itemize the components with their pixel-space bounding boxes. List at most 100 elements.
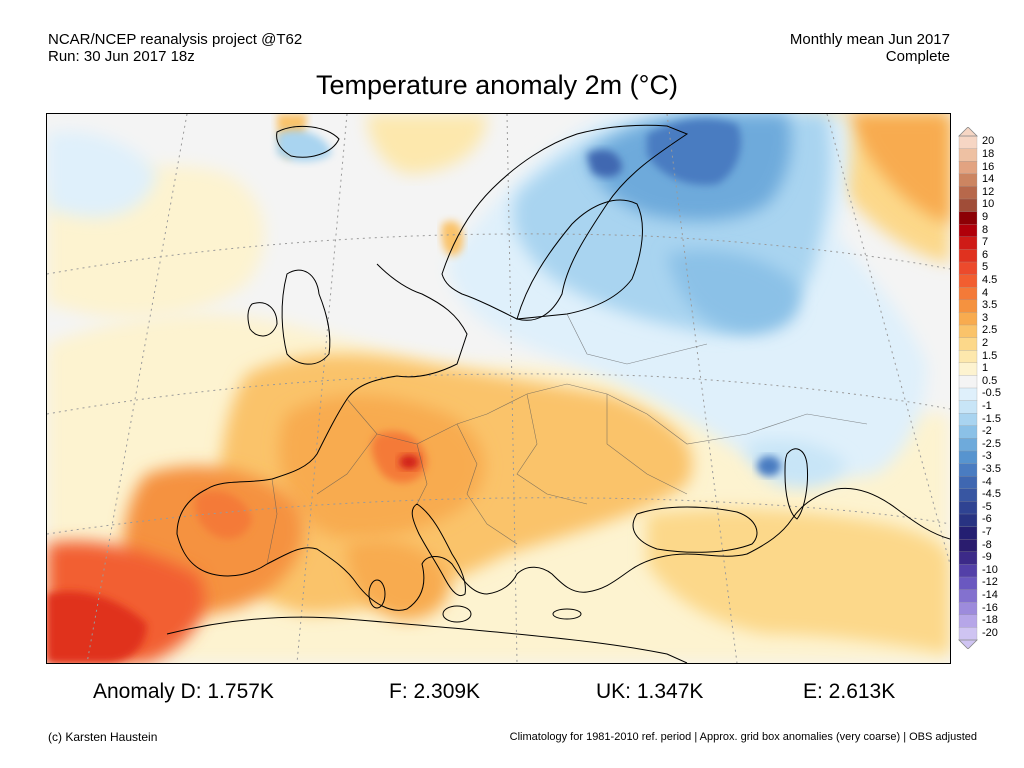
- color-scale-bar: [958, 127, 978, 649]
- anomaly-uk-value: UK: 1.347K: [596, 680, 704, 703]
- color-scale-swatch: [958, 476, 978, 490]
- color-scale-tick-label: -16: [982, 601, 998, 614]
- color-scale-swatch: [958, 362, 978, 376]
- color-scale-swatch: [958, 261, 978, 276]
- color-scale-tick-label: -4: [982, 475, 992, 488]
- color-scale-tick-label: -12: [982, 576, 998, 589]
- color-scale-swatch: [958, 198, 978, 213]
- color-scale-swatch: [958, 375, 978, 389]
- color-scale-swatch: [958, 350, 978, 364]
- color-scale-swatch: [958, 576, 978, 591]
- color-scale-swatch: [958, 186, 978, 200]
- anomaly-field: [47, 114, 950, 663]
- color-scale-swatch: [958, 324, 978, 339]
- color-scale-tick-label: 3.5: [982, 299, 998, 312]
- color-scale-tick-label: -2.5: [982, 437, 1001, 450]
- color-scale-swatch: [958, 236, 978, 250]
- color-scale-tick-label: 1.5: [982, 349, 998, 362]
- color-scale-tick-label: -0.5: [982, 387, 1001, 400]
- color-scale-swatch: [958, 148, 978, 162]
- header-right: Monthly mean Jun 2017 Complete: [790, 31, 950, 65]
- color-scale-swatch: [958, 438, 978, 452]
- color-scale-swatch: [958, 161, 978, 175]
- color-scale-tick-label: 18: [982, 147, 995, 160]
- color-scale-tick-label: 1: [982, 362, 989, 375]
- color-scale-swatch: [958, 614, 978, 628]
- color-scale-tick-label: -6: [982, 513, 992, 526]
- color-scale-tick-label: 2: [982, 336, 989, 349]
- color-scale-swatch: [958, 488, 978, 502]
- anomaly-d-value: Anomaly D: 1.757K: [93, 680, 274, 703]
- color-scale-tick-label: 20: [982, 135, 995, 148]
- color-scale-swatch: [958, 463, 978, 477]
- color-scale-swatch: [958, 173, 978, 187]
- color-scale-tick-label: 9: [982, 210, 989, 223]
- color-scale-tick-label: -5: [982, 500, 992, 513]
- color-scale-tick-label: -1.5: [982, 412, 1001, 425]
- anomaly-f-value: F: 2.309K: [389, 680, 481, 703]
- period-info: Monthly mean Jun 2017: [789, 31, 950, 48]
- color-scale-tick-label: 4.5: [982, 273, 998, 286]
- color-scale-swatch: [958, 627, 978, 641]
- color-scale-swatch: [958, 564, 978, 578]
- run-info: Run: 30 Jun 2017 18z: [48, 48, 195, 65]
- color-scale-swatch: [958, 425, 978, 439]
- color-scale-tick-label: -20: [982, 626, 998, 639]
- color-scale-swatch: [958, 135, 978, 150]
- color-scale-swatch: [958, 249, 978, 263]
- color-scale-tick-label: -1: [982, 399, 992, 412]
- color-scale-tick-label: 7: [982, 236, 989, 249]
- color-scale-swatch: [958, 450, 978, 465]
- color-scale-swatch: [958, 274, 978, 288]
- graticule: [47, 114, 950, 663]
- coastlines: [166, 124, 950, 663]
- color-scale-tick-label: -7: [982, 525, 992, 538]
- color-scale-swatch: [958, 337, 978, 351]
- copyright-text: (c) Karsten Haustein: [48, 730, 158, 744]
- anomaly-e-value: E: 2.613K: [803, 680, 896, 703]
- color-scale-swatch: [958, 400, 978, 414]
- status-info: Complete: [885, 48, 950, 65]
- color-scale-tick-label: -2: [982, 425, 992, 438]
- color-scale-tick-label: -3: [982, 450, 992, 463]
- color-scale-tick-label: 16: [982, 160, 995, 173]
- color-scale-swatch: [958, 526, 978, 540]
- color-scale-swatch: [958, 312, 978, 326]
- color-scale-tick-label: 4: [982, 286, 989, 299]
- color-scale-swatch: [958, 299, 978, 313]
- header-left: NCAR/NCEP reanalysis project @T62 Run: 3…: [48, 31, 302, 65]
- color-scale-swatch: [958, 501, 978, 515]
- color-scale-tick-label: -10: [982, 563, 998, 576]
- color-scale-tick-label: -9: [982, 551, 992, 564]
- color-scale-tick-label: 5: [982, 261, 989, 274]
- color-scale-swatch: [958, 602, 978, 616]
- color-scale-swatch: [958, 551, 978, 565]
- color-scale-tick-label: -4.5: [982, 488, 1001, 501]
- model-info: NCAR/NCEP reanalysis project @T62: [48, 31, 303, 48]
- color-scale-tick-label: -18: [982, 614, 998, 627]
- color-scale-swatch: [958, 513, 978, 528]
- anomaly-map: [46, 113, 951, 664]
- color-scale-swatch: [958, 413, 978, 427]
- color-scale-tick-label: 8: [982, 223, 989, 236]
- climatology-note: Climatology for 1981-2010 ref. period | …: [509, 731, 977, 743]
- country-borders: [266, 313, 868, 565]
- color-scale-swatch: [958, 287, 978, 301]
- color-scale-tick-label: 3: [982, 311, 989, 324]
- color-scale-tick-label: 6: [982, 248, 989, 261]
- map-title: Temperature anomaly 2m (°C): [316, 70, 678, 100]
- color-scale-swatch: [958, 539, 978, 553]
- color-scale-swatch: [958, 387, 978, 402]
- color-scale-tick-label: -14: [982, 588, 998, 601]
- color-scale-swatch: [958, 211, 978, 225]
- color-scale-swatch: [958, 589, 978, 603]
- color-scale-tick-label: -8: [982, 538, 992, 551]
- color-scale-tick-label: 0.5: [982, 374, 998, 387]
- color-scale-tick-label: -3.5: [982, 462, 1001, 475]
- color-scale-tick-label: 2.5: [982, 324, 998, 337]
- color-scale-tick-label: 14: [982, 173, 995, 186]
- color-scale-bottom-arrow: [958, 639, 978, 649]
- color-scale-tick-label: 10: [982, 198, 995, 211]
- color-scale-tick-label: 12: [982, 185, 995, 198]
- color-scale-swatch: [958, 224, 978, 238]
